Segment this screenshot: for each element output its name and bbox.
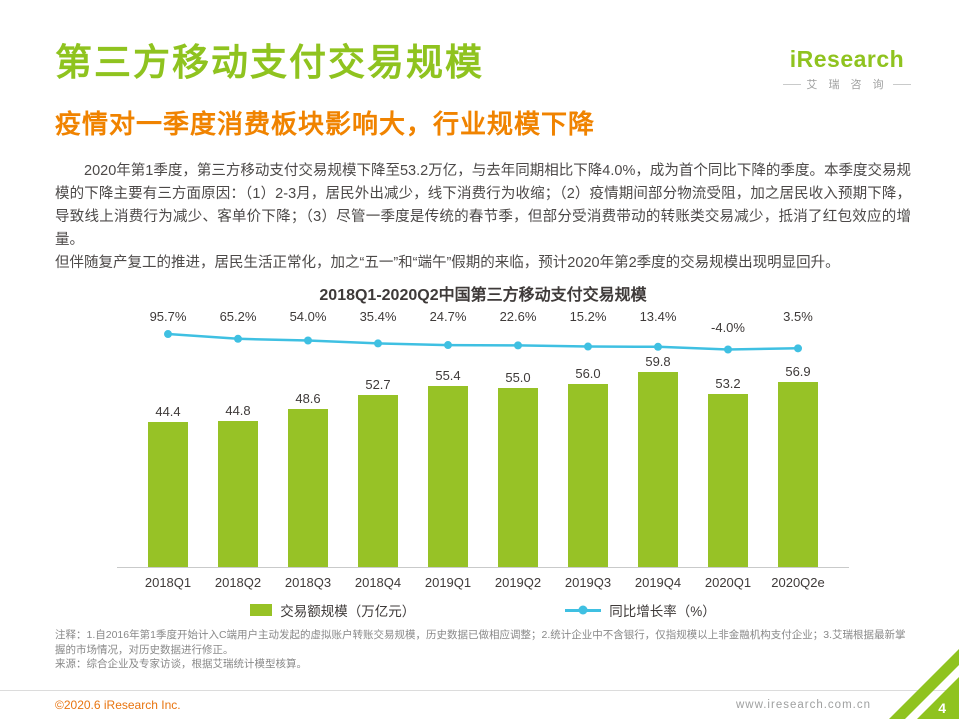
category-label: 2018Q1 [144,575,192,590]
growth-rate-label: 65.2% [219,309,257,324]
copyright-text: ©2020.6 iResearch Inc. [55,698,181,712]
chart-column: 54.0% 48.6 2018Q3 [273,308,343,590]
category-label: 2018Q4 [354,575,402,590]
growth-rate-label: 35.4% [359,309,397,324]
category-label: 2019Q1 [424,575,472,590]
growth-rate-label: 95.7% [149,309,187,324]
bar-value-label: 56.0 [575,366,601,381]
note-text: 注释：1.自2016年第1季度开始计入C端用户主动发起的虚拟账户转账交易规模，历… [55,629,906,656]
growth-rate-label: -4.0% [711,320,745,335]
chart-column: 13.4% 59.8 2019Q4 [623,308,693,590]
bar-value-label: 55.4 [435,368,461,383]
page-header: 第三方移动支付交易规模 iResearch 艾 瑞 咨 询 疫情对一季度消费板块… [55,42,911,141]
chart-column: 65.2% 44.8 2018Q2 [203,308,273,590]
body-paragraph-1: 2020年第1季度，第三方移动支付交易规模下降至53.2万亿，与去年同期相比下降… [55,163,911,248]
category-label: 2019Q2 [494,575,542,590]
page-number: 4 [938,700,946,716]
legend-item-transaction-scale: 交易额规模（万亿元） [250,600,415,620]
category-label: 2018Q3 [284,575,332,590]
corner-decoration [889,649,959,719]
growth-rate-label: 3.5% [783,309,813,324]
bar-value-label: 55.0 [505,370,531,385]
bar-value-label: 44.4 [155,404,181,419]
bar [778,382,818,567]
category-label: 2019Q4 [634,575,682,590]
growth-rate-label: 24.7% [429,309,467,324]
bar-value-label: 48.6 [295,391,321,406]
bar [568,384,608,567]
bar-value-label: 52.7 [365,377,391,392]
body-paragraph-2: 但伴随复产复工的推进，居民生活正常化，加之“五一”和“端午”假期的来临，预计20… [55,255,840,271]
line-dot-icon [578,605,588,615]
category-label: 2018Q2 [214,575,262,590]
page-subtitle: 疫情对一季度消费板块影响大，行业规模下降 [55,109,596,139]
growth-rate-label: 22.6% [499,309,537,324]
logo-wordmark: iResearch [789,46,905,72]
footnotes: 注释：1.自2016年第1季度开始计入C端用户主动发起的虚拟账户转账交易规模，历… [55,628,911,672]
growth-rate-label: 15.2% [569,309,607,324]
bar [358,395,398,567]
bar [638,372,678,567]
page-footer: ©2020.6 iResearch Inc. www.iresearch.com… [0,690,959,719]
logo-chinese-name: 艾 瑞 咨 询 [783,76,911,92]
bar [148,422,188,567]
bar-value-label: 59.8 [645,354,671,369]
chart-column: 3.5% 56.9 2020Q2e [763,308,833,590]
bar-value-label: 44.8 [225,403,251,418]
source-text: 来源：综合企业及专家访谈，根据艾瑞统计模型核算。 [55,658,307,670]
chart-column: 35.4% 52.7 2018Q4 [343,308,413,590]
bar [428,386,468,567]
legend-label: 同比增长率（%） [609,604,716,619]
bar-swatch-icon [250,604,273,616]
category-label: 2020Q2e [771,575,825,590]
bar [498,388,538,567]
bar [288,409,328,567]
bar-value-label: 53.2 [715,376,741,391]
chart-plot-area: 95.7% 44.4 2018Q1 65.2% 44.8 2018Q2 54.0% 48.6 2… [117,308,849,590]
bar [708,394,748,567]
bar [218,421,258,567]
body-text: 2020年第1季度，第三方移动支付交易规模下降至53.2万亿，与去年同期相比下降… [55,160,911,275]
chart-column: 22.6% 55.0 2019Q2 [483,308,553,590]
legend-item-growth-rate: 同比增长率（%） [565,600,716,620]
chart-column: 15.2% 56.0 2019Q3 [553,308,623,590]
bar-value-label: 56.9 [785,364,811,379]
website-text: www.iresearch.com.cn [735,699,871,711]
chart-column: 95.7% 44.4 2018Q1 [133,308,203,590]
iresearch-logo: iResearch 艾 瑞 咨 询 [783,46,911,92]
category-label: 2019Q3 [564,575,612,590]
page-title: 第三方移动支付交易规模 [55,42,484,83]
chart-title: 2018Q1-2020Q2中国第三方移动支付交易规模 [319,287,647,304]
category-label: 2020Q1 [704,575,752,590]
growth-rate-label: 54.0% [289,309,327,324]
legend-label: 交易额规模（万亿元） [280,604,416,619]
chart-legend: 交易额规模（万亿元） 同比增长率（%） [55,600,911,620]
chart-column: -4.0% 53.2 2020Q1 [693,308,763,590]
growth-rate-label: 13.4% [639,309,677,324]
chart-column: 24.7% 55.4 2019Q1 [413,308,483,590]
chart-section: 2018Q1-2020Q2中国第三方移动支付交易规模 95.7% 44.4 2018… [55,281,911,620]
line-swatch-icon [565,605,602,615]
